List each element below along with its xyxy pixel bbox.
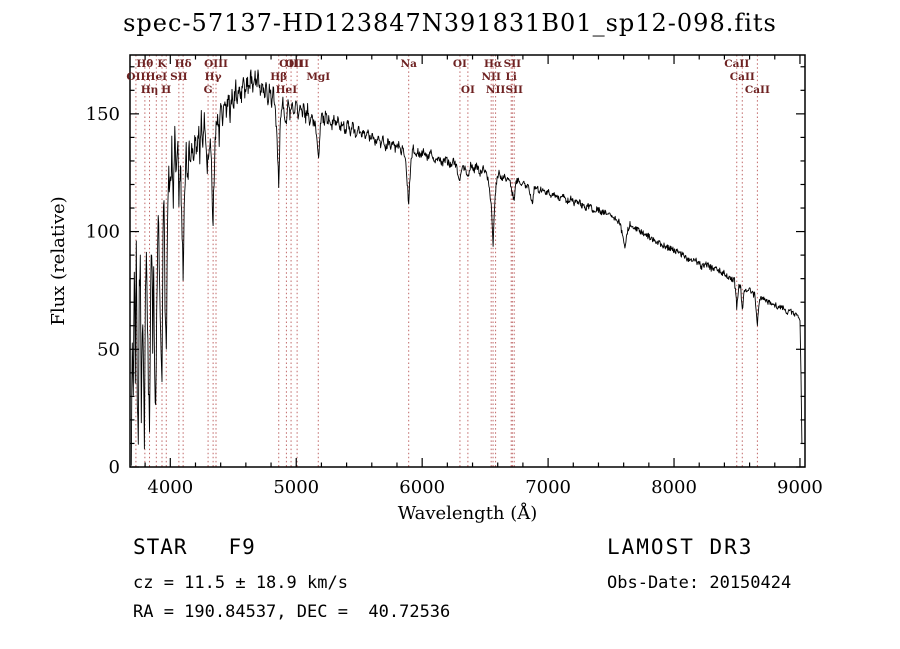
svg-text:8000: 8000 bbox=[651, 477, 697, 498]
svg-text:4000: 4000 bbox=[147, 477, 193, 498]
svg-text:NII: NII bbox=[486, 84, 506, 96]
survey-label: LAMOST DR3 bbox=[607, 535, 754, 559]
svg-text:5000: 5000 bbox=[273, 477, 319, 498]
svg-text:OI: OI bbox=[461, 84, 475, 96]
svg-text:CaII: CaII bbox=[724, 58, 749, 70]
svg-text:100: 100 bbox=[86, 222, 120, 243]
svg-text:OIII: OIII bbox=[285, 58, 309, 70]
coords-label: RA = 190.84537, DEC = 40.72536 bbox=[133, 602, 451, 622]
svg-text:Hβ: Hβ bbox=[270, 71, 287, 83]
svg-text:Hα: Hα bbox=[484, 58, 502, 70]
svg-text:H: H bbox=[161, 84, 171, 96]
cz-label: cz = 11.5 ± 18.9 km/s bbox=[133, 573, 348, 593]
x-axis-title: Wavelength (Å) bbox=[398, 502, 538, 524]
svg-text:SII: SII bbox=[504, 58, 521, 70]
svg-text:OI: OI bbox=[453, 58, 467, 70]
svg-text:MgI: MgI bbox=[306, 71, 330, 83]
svg-text:NII: NII bbox=[481, 71, 501, 83]
spectral-line-labels: OIIHθHηHeIKHSIIHδGHγOIIIHβHeIOIIIOIIIMgI… bbox=[126, 58, 770, 96]
svg-text:G: G bbox=[204, 84, 213, 96]
plot-frame bbox=[129, 54, 806, 468]
spectrum-line bbox=[130, 69, 803, 466]
svg-text:K: K bbox=[157, 58, 167, 70]
svg-text:0: 0 bbox=[109, 457, 120, 478]
svg-text:OIII: OIII bbox=[279, 58, 303, 70]
svg-text:Hη: Hη bbox=[141, 84, 159, 96]
svg-text:HeI: HeI bbox=[276, 84, 298, 96]
y-axis-title: Flux (relative) bbox=[48, 196, 69, 325]
svg-text:HeI: HeI bbox=[146, 71, 168, 83]
svg-text:Hδ: Hδ bbox=[175, 58, 192, 70]
svg-text:Hθ: Hθ bbox=[136, 58, 153, 70]
object-class-label: STAR F9 bbox=[133, 535, 256, 559]
svg-text:6000: 6000 bbox=[399, 477, 445, 498]
svg-text:150: 150 bbox=[86, 104, 120, 125]
svg-text:SII: SII bbox=[170, 71, 187, 83]
svg-text:Li: Li bbox=[506, 71, 517, 83]
spectral-line-markers bbox=[135, 55, 758, 467]
svg-text:SII: SII bbox=[506, 84, 523, 96]
svg-text:CaII: CaII bbox=[745, 84, 770, 96]
svg-text:Na: Na bbox=[400, 58, 417, 70]
svg-text:9000: 9000 bbox=[777, 477, 823, 498]
axis-ticks bbox=[130, 55, 805, 468]
svg-text:50: 50 bbox=[97, 339, 120, 360]
svg-text:7000: 7000 bbox=[525, 477, 571, 498]
svg-text:CaII: CaII bbox=[730, 71, 755, 83]
plot-title: spec-57137-HD123847N391831B01_sp12-098.f… bbox=[123, 9, 777, 37]
tick-labels: 4000 5000 6000 7000 8000 9000 0 50 100 150 bbox=[86, 104, 823, 498]
svg-text:OII: OII bbox=[126, 71, 145, 83]
svg-text:Hγ: Hγ bbox=[205, 71, 222, 83]
obs-date-label: Obs-Date: 20150424 bbox=[607, 573, 792, 593]
svg-text:OIII: OIII bbox=[204, 58, 228, 70]
spectrum-chart: 4000 5000 6000 7000 8000 9000 0 50 100 150 Wavelen… bbox=[48, 54, 823, 524]
